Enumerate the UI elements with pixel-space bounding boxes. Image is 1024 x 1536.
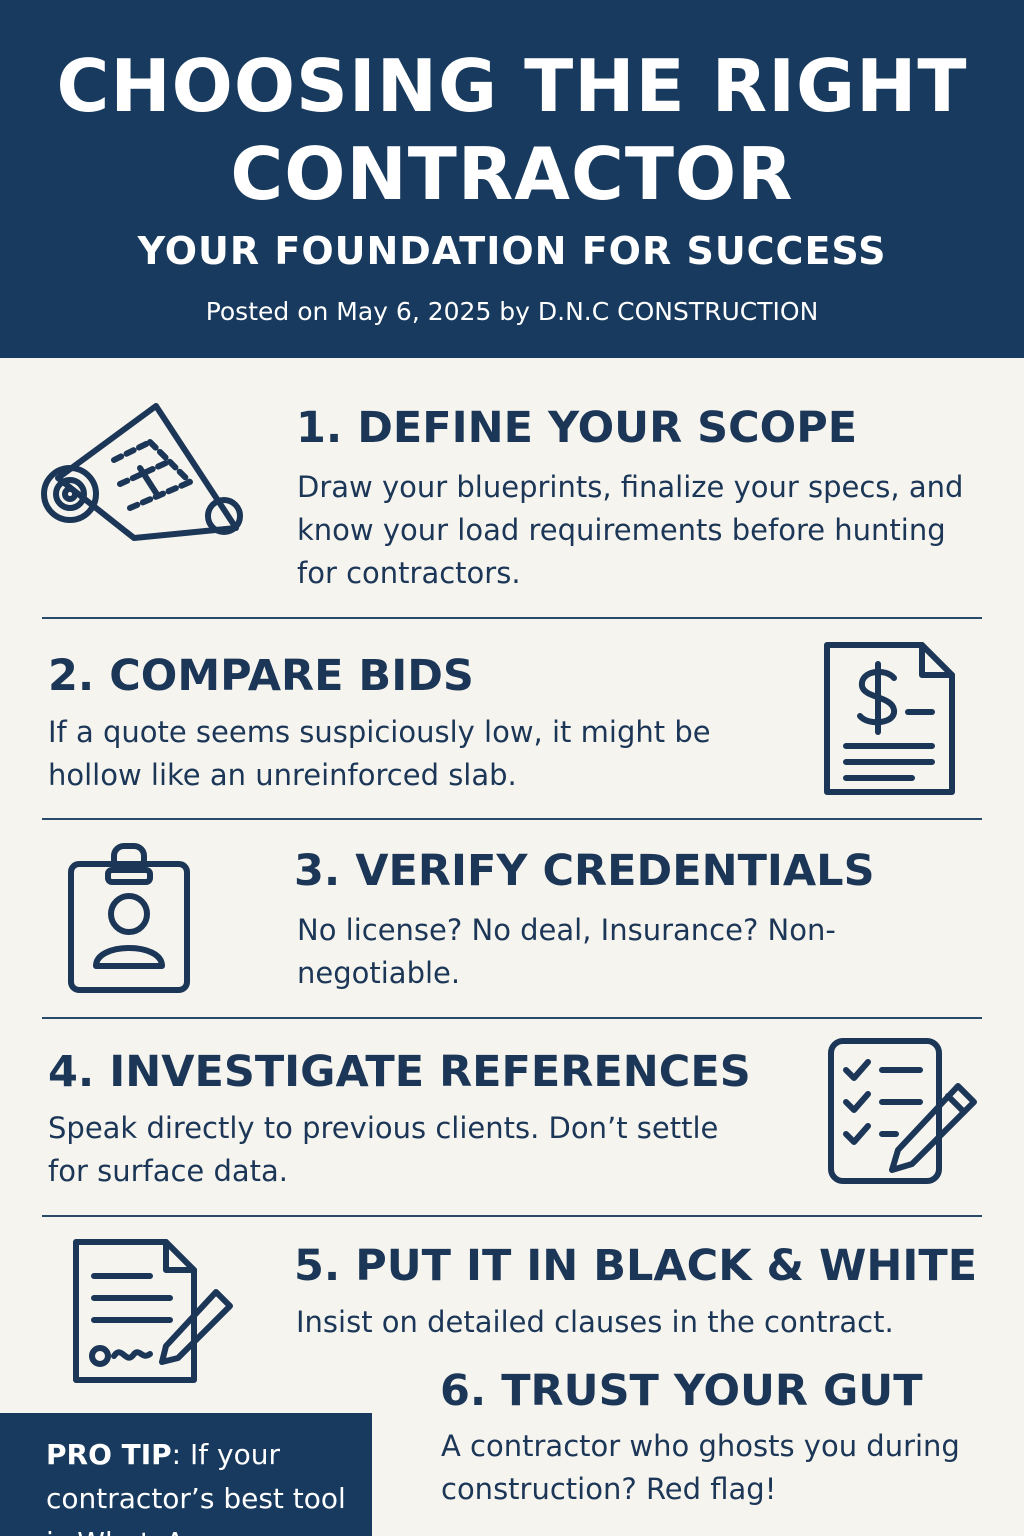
title-line-1: CHOOSING THE RIGHT: [56, 44, 968, 128]
byline: Posted on May 6, 2025 by D.N.C CONSTRUCT…: [205, 297, 819, 326]
pro-tip-body: : If your contractor’s best tool is What…: [46, 1438, 346, 1536]
step-1-heading: 1. DEFINE YOUR SCOPE: [296, 403, 858, 453]
divider: [42, 617, 982, 619]
divider: [42, 1017, 982, 1019]
pro-tip-box: PRO TIP: If your contractor’s best tool …: [0, 1413, 372, 1536]
step-3-body: No license? No deal, Insurance? Non-nego…: [297, 913, 836, 990]
step-1-body: Draw your blueprints, finalize your spec…: [297, 470, 964, 590]
step-2-heading: 2. COMPARE BIDS: [48, 651, 474, 701]
signed-contract-icon: [70, 1236, 236, 1386]
step-5-body: Insist on detailed clauses in the contra…: [296, 1305, 894, 1339]
step-3-heading: 3. VERIFY CREDENTIALS: [294, 846, 875, 896]
pro-tip-text: PRO TIP: If your contractor’s best tool …: [46, 1433, 366, 1536]
divider: [42, 1215, 982, 1217]
step-4-heading: 4. INVESTIGATE REFERENCES: [48, 1047, 751, 1097]
step-6-body: A contractor who ghosts you during const…: [441, 1429, 960, 1506]
price-quote-document-icon: [822, 640, 958, 798]
step-4-body: Speak directly to previous clients. Don’…: [48, 1111, 719, 1188]
blueprint-scroll-icon: [40, 398, 250, 546]
id-badge-icon: [66, 842, 192, 996]
header-banner: CHOOSING THE RIGHT CONTRACTOR YOUR FOUND…: [0, 0, 1024, 358]
pro-tip-label: PRO TIP: [46, 1438, 172, 1471]
checklist-pencil-icon: [826, 1036, 982, 1186]
step-5-heading: 5. PUT IT IN BLACK & WHITE: [294, 1241, 978, 1291]
divider: [42, 818, 982, 820]
step-2-body: If a quote seems suspiciously low, it mi…: [48, 715, 711, 792]
page-subtitle: YOUR FOUNDATION FOR SUCCESS: [137, 229, 887, 273]
step-6-heading: 6. TRUST YOUR GUT: [440, 1366, 923, 1416]
page-title: CHOOSING THE RIGHT CONTRACTOR: [0, 42, 1024, 218]
title-line-2: CONTRACTOR: [230, 132, 794, 216]
